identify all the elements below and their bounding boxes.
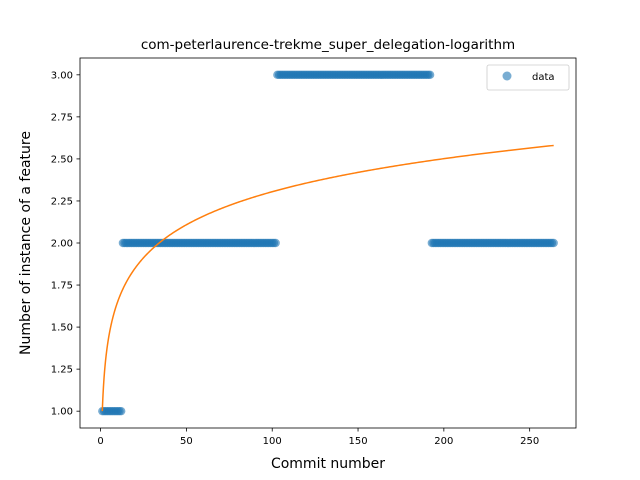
y-tick-label: 3.00 [51, 70, 73, 81]
x-tick-label: 250 [520, 436, 539, 447]
plot-area [98, 70, 558, 416]
chart-title: com-peterlaurence-trekme_super_delegatio… [141, 37, 515, 53]
y-tick-label: 1.50 [51, 323, 73, 334]
y-tick-label: 1.00 [51, 407, 73, 418]
x-tick-label: 200 [434, 436, 453, 447]
data-point [116, 406, 126, 416]
y-axis-label: Number of instance of a feature [18, 131, 34, 355]
fit-line [101, 144, 554, 412]
data-point [425, 70, 435, 80]
legend: data [486, 64, 570, 91]
x-tick-label: 150 [348, 436, 367, 447]
legend-marker-data [502, 71, 512, 81]
y-tick-label: 1.25 [51, 365, 73, 376]
x-tick-label: 50 [180, 436, 193, 447]
data-point [271, 238, 280, 248]
y-tick-label: 2.00 [51, 239, 73, 250]
x-axis-label: Commit number [271, 456, 385, 472]
y-axis: 1.00 1.25 1.50 1.75 2.00 2.25 2.50 2.75 3.00 [51, 70, 80, 418]
x-axis: 0 50 100 150 200 250 [97, 428, 539, 447]
y-tick-label: 1.75 [51, 281, 73, 292]
legend-label-data: data [532, 72, 555, 83]
x-tick-label: 100 [263, 436, 282, 447]
y-tick-label: 2.75 [51, 112, 73, 123]
data-point [549, 238, 558, 248]
y-tick-label: 2.25 [51, 196, 73, 207]
x-tick-label: 0 [97, 436, 103, 447]
y-tick-label: 2.50 [51, 154, 73, 165]
legend-box [486, 64, 570, 91]
